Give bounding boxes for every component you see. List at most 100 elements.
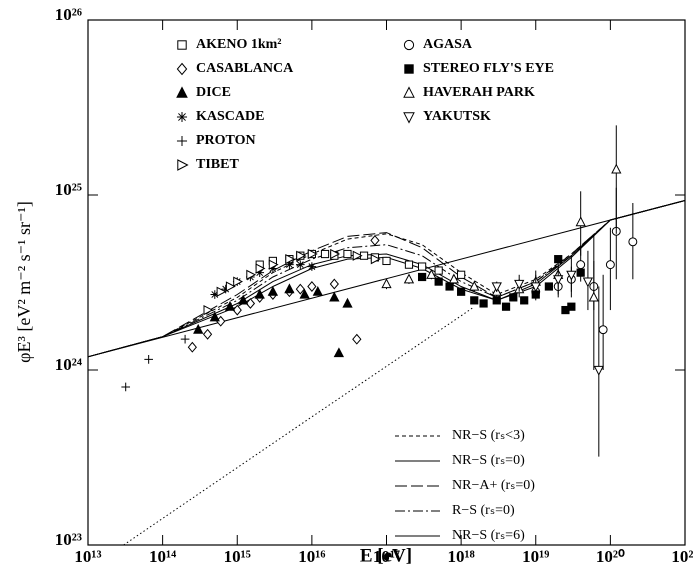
legend-label: CASABLANCA [196,61,294,76]
data-point [329,291,340,302]
data-point [221,284,231,294]
data-point [307,281,317,292]
data-point [210,290,220,299]
legend-label: KASCADE [196,109,264,124]
legend-label: YAKUTSK [423,109,491,124]
data-point [404,260,414,269]
data-point [566,270,577,281]
data-point [284,283,295,294]
data-point [403,273,415,284]
data-point [544,282,553,291]
y-tick-label: 10²³ [55,530,82,549]
data-point [457,270,466,279]
data-point [343,249,352,259]
legend-label: PROTON [196,133,256,148]
legend-marker [176,62,188,76]
legend-marker [176,135,188,147]
data-point [479,299,488,308]
x-tick-label: 10¹⁷ [373,547,400,566]
data-point [628,237,638,247]
data-point [209,311,220,322]
data-point [611,163,622,174]
data-point [232,304,242,316]
data-point [491,282,502,293]
data-point [268,259,279,270]
legend-marker [177,40,187,50]
data-point [333,347,345,358]
legend-label: HAVERAH PARK [423,85,535,100]
data-point [121,382,131,392]
data-point [268,264,278,273]
data-point [255,263,266,274]
data-point [203,304,214,316]
data-point [307,262,317,271]
data-point [575,216,586,227]
y-axis-label: φE³ [eV² m⁻² s⁻¹ sr⁻¹] [14,201,34,363]
data-point [418,262,427,271]
data-point [553,275,564,285]
x-tick-label: 10¹⁸ [448,547,475,566]
data-point [330,248,341,260]
data-point [418,272,427,282]
data-point [514,279,525,290]
x-tick-label: 10²⁰ [596,547,625,566]
data-point [492,296,501,305]
legend-marker [403,39,415,51]
data-point [370,253,381,265]
data-point [255,268,265,277]
legend-marker [403,86,415,98]
legend-marker [176,111,188,123]
data-point [267,286,279,296]
data-point [225,281,236,292]
legend-marker [404,64,414,74]
data-point [598,325,608,335]
data-point [285,260,294,269]
data-point [501,302,511,311]
data-point [246,269,257,280]
data-point [296,250,307,261]
legend-label: TIBET [196,157,239,172]
data-point [352,250,363,261]
data-point [605,260,615,270]
legend-label: NR−A+ (rₛ=0) [452,478,535,493]
legend-label: R−S (rₛ=0) [452,503,515,518]
legend-label: NR−S (rₛ<3) [452,428,525,443]
legend-label: AGASA [423,37,473,52]
data-point [352,333,362,345]
data-point [312,286,323,296]
legend-label: NR−S (rₛ=6) [452,528,525,543]
data-point [202,328,213,340]
data-point [187,341,197,353]
data-point [448,273,460,284]
data-point [320,249,330,259]
data-point [144,355,153,364]
data-point [382,256,391,266]
data-point [285,253,296,265]
data-point [237,294,249,305]
model-line [123,306,475,546]
x-tick-label: 10¹⁴ [149,547,176,566]
data-point [233,276,243,287]
data-point [426,269,437,279]
data-point [576,260,586,270]
x-axis-label: E [eV] [360,545,412,566]
model-line [87,200,686,358]
legend-marker [177,159,189,171]
data-point [307,248,318,260]
data-point [470,296,479,305]
data-point [245,298,256,309]
legend-label: AKENO 1km² [196,37,281,52]
x-tick-label: 10¹³ [74,547,101,566]
data-point [576,268,585,277]
data-point [299,288,310,299]
data-point [254,288,265,299]
legend-label: NR−S (rₛ=0) [452,453,525,468]
data-point [434,277,443,286]
x-tick-label: 10¹⁹ [522,547,549,566]
data-point [329,278,339,290]
data-point [593,365,604,376]
data-point [567,302,576,311]
data-point [180,334,190,344]
